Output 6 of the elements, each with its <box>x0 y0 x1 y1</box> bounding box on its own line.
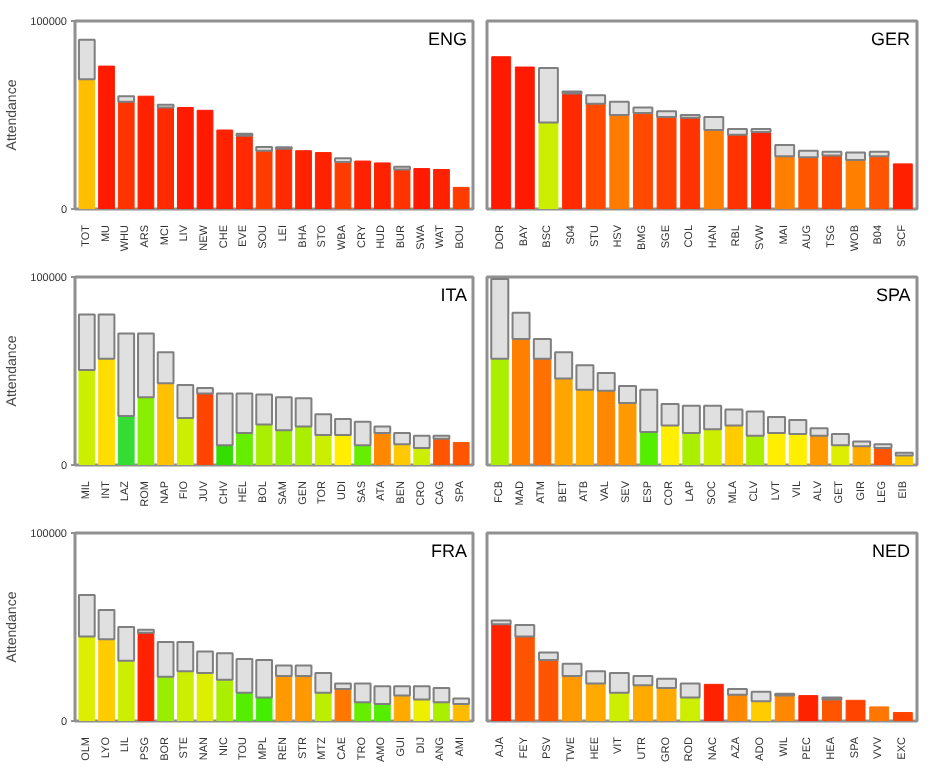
chart-title: GER <box>870 29 911 49</box>
chart-title: ITA <box>440 285 468 305</box>
chart-title: NED <box>871 541 911 561</box>
chart-title: ENG <box>428 29 468 49</box>
chart-title: SPA <box>875 285 911 305</box>
chart-title: FRA <box>431 541 468 561</box>
